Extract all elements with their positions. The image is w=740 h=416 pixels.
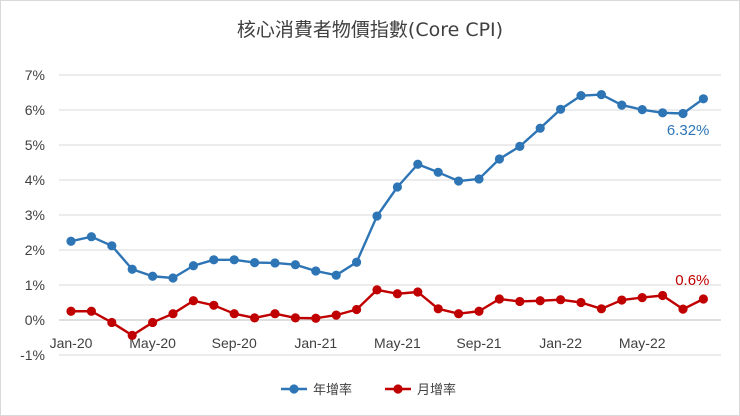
series-1-point bbox=[86, 232, 96, 242]
series-line-2 bbox=[71, 288, 704, 337]
series-2-point bbox=[66, 306, 76, 316]
series-2-point bbox=[127, 330, 137, 340]
series-1-point bbox=[596, 90, 607, 100]
series-1-point bbox=[331, 270, 341, 280]
series-2-point bbox=[515, 296, 525, 307]
series-1-point bbox=[392, 182, 402, 192]
y-tick-label: 7% bbox=[25, 67, 45, 83]
series-2-point bbox=[290, 313, 300, 323]
series-1-point bbox=[107, 241, 117, 251]
series-1-point bbox=[678, 108, 688, 119]
x-tick-label: Sep-20 bbox=[212, 335, 257, 351]
series-2-point bbox=[454, 309, 464, 319]
series-1-point bbox=[372, 211, 382, 221]
series-1-point bbox=[433, 167, 443, 177]
series-1-end-label: 6.32% bbox=[667, 122, 710, 139]
x-tick-label: Jan-20 bbox=[50, 335, 93, 351]
series-1-point bbox=[474, 174, 484, 184]
series-2-point bbox=[86, 306, 96, 316]
series-1-point bbox=[352, 257, 362, 267]
series-2-end-label: 0.6% bbox=[675, 272, 709, 289]
series-2-point bbox=[107, 317, 117, 328]
series-1-point bbox=[515, 141, 525, 151]
y-tick-label: 2% bbox=[25, 242, 45, 258]
series-2-point bbox=[229, 309, 239, 319]
series-1-point bbox=[454, 176, 464, 186]
series-2-point bbox=[270, 309, 280, 319]
y-tick-label: 6% bbox=[25, 102, 45, 118]
series-1-point bbox=[66, 236, 76, 246]
series-1-point bbox=[290, 260, 300, 270]
series-1-point bbox=[311, 266, 321, 276]
series-1-point bbox=[413, 159, 423, 169]
series-2-point bbox=[209, 300, 219, 310]
legend-label-1: 年增率 bbox=[313, 382, 352, 398]
series-1-point bbox=[617, 100, 627, 110]
y-tick-label: 4% bbox=[25, 172, 45, 188]
series-2-point bbox=[372, 285, 382, 295]
x-tick-label: May-21 bbox=[374, 335, 421, 351]
series-2-point bbox=[148, 317, 158, 328]
series-2-point bbox=[413, 287, 423, 297]
series-2-point bbox=[433, 304, 443, 314]
legend-marker-1 bbox=[289, 384, 299, 394]
series-1-point bbox=[127, 264, 137, 274]
series-2-point bbox=[637, 293, 647, 303]
series-1-point bbox=[148, 271, 158, 281]
series-2-point bbox=[535, 296, 545, 306]
series-2-point bbox=[168, 309, 178, 319]
series-1-point bbox=[556, 104, 566, 114]
series-1-point bbox=[209, 255, 219, 265]
series-1-point bbox=[188, 261, 198, 271]
y-tick-label: 5% bbox=[25, 137, 45, 153]
series-2-point bbox=[352, 304, 362, 315]
series-1-point bbox=[658, 108, 668, 118]
series-2-point bbox=[474, 306, 484, 316]
series-2-point bbox=[658, 290, 668, 301]
legend-marker-2 bbox=[393, 384, 403, 394]
y-tick-label: 1% bbox=[25, 277, 45, 293]
y-tick-label: -1% bbox=[20, 347, 45, 363]
series-1-point bbox=[535, 123, 545, 133]
x-tick-label: May-22 bbox=[619, 335, 666, 351]
series-1-point bbox=[494, 154, 504, 164]
series-1-point bbox=[576, 91, 586, 101]
series-2-point bbox=[617, 295, 627, 305]
series-2-point bbox=[188, 296, 198, 306]
x-tick-label: May-20 bbox=[129, 335, 176, 351]
series-2-point bbox=[576, 297, 586, 308]
series-1-point bbox=[698, 94, 709, 104]
series-2-point bbox=[596, 304, 607, 314]
x-tick-label: Sep-21 bbox=[456, 335, 501, 351]
series-2-point bbox=[311, 313, 321, 323]
series-2-point bbox=[392, 289, 402, 299]
series-1-point bbox=[229, 255, 239, 265]
series-1-point bbox=[270, 258, 280, 268]
series-2-point bbox=[494, 294, 504, 304]
x-tick-label: Jan-22 bbox=[539, 335, 582, 351]
y-tick-label: 3% bbox=[25, 207, 45, 223]
series-2-point bbox=[698, 294, 709, 304]
y-tick-label: 0% bbox=[25, 312, 45, 328]
series-2-point bbox=[556, 295, 566, 305]
chart-title: 核心消費者物價指數(Core CPI) bbox=[236, 19, 504, 41]
x-tick-label: Jan-21 bbox=[294, 335, 337, 351]
series-2-point bbox=[678, 304, 688, 314]
series-1-point bbox=[637, 105, 647, 115]
series-1-point bbox=[168, 273, 178, 283]
legend-label-2: 月增率 bbox=[417, 382, 456, 398]
series-2-point bbox=[250, 313, 260, 323]
series-1-point bbox=[250, 258, 260, 268]
series-2-point bbox=[331, 310, 341, 320]
